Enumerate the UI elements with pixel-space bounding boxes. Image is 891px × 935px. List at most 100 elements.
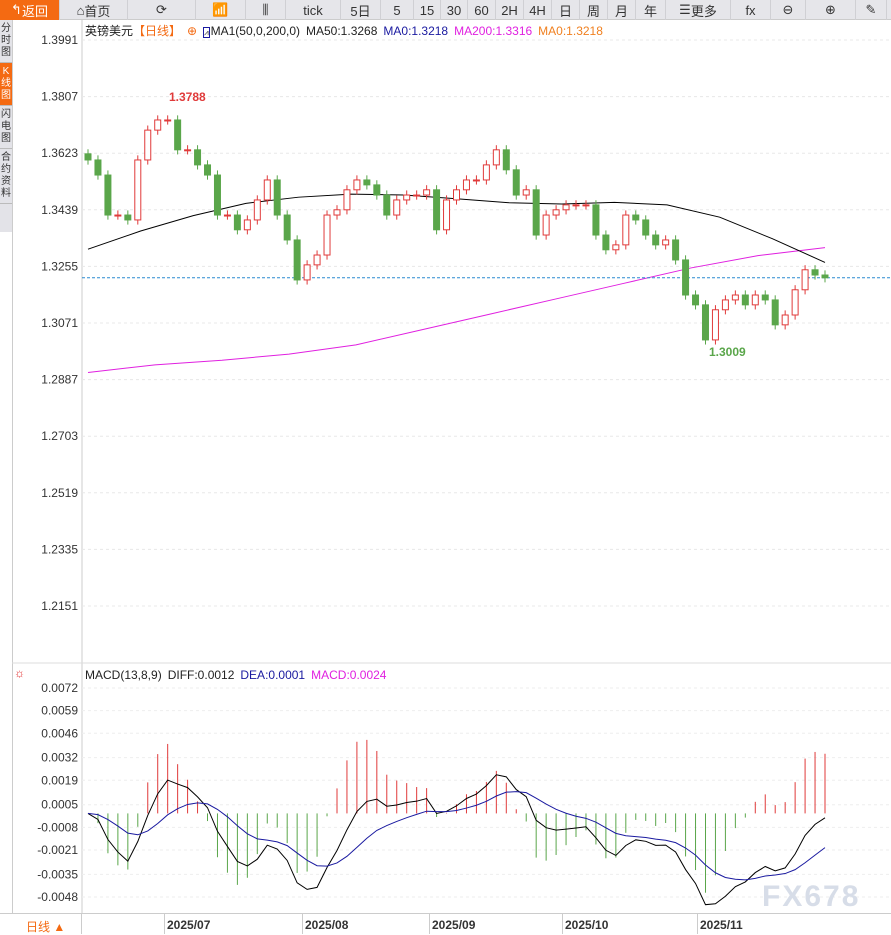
diff-value: DIFF:0.0012: [167, 668, 235, 682]
home-button[interactable]: ⌂ 首页: [60, 0, 128, 20]
price-tick: 1.3623: [41, 146, 78, 160]
ma200-line: [87, 247, 826, 374]
macd-value: MACD:0.0024: [311, 668, 387, 682]
candle: [751, 294, 759, 306]
tick-button[interactable]: tick: [286, 0, 341, 20]
candle: [453, 189, 460, 201]
month-label: 2025/07: [164, 914, 210, 934]
candle: [273, 179, 281, 216]
macd-tick: 0.0046: [41, 726, 78, 740]
macd-tick: -0.0021: [37, 843, 78, 857]
candle: [652, 234, 660, 246]
candle: [114, 214, 122, 217]
candle: [213, 174, 221, 216]
candle: [711, 309, 719, 341]
back-icon: ↰: [11, 2, 22, 17]
draw-button[interactable]: ✎: [856, 0, 887, 20]
candle: [343, 189, 351, 211]
candle: [592, 204, 600, 236]
candle: [781, 314, 789, 326]
period-selector[interactable]: 日线 ▲: [12, 914, 82, 934]
candle: [801, 269, 809, 291]
price-tick: 1.2887: [41, 373, 78, 387]
toolbar-label: 周: [586, 3, 600, 19]
divider: [12, 20, 13, 934]
candle: [612, 244, 620, 251]
candle: [283, 214, 291, 241]
macd-name: MACD(13,8,9): [85, 668, 162, 682]
ma50-line: [87, 193, 826, 263]
candle: [413, 194, 421, 197]
5min-button[interactable]: 5: [381, 0, 414, 20]
2h-button[interactable]: 2H: [496, 0, 524, 20]
candle: [403, 194, 411, 201]
price-tick: 1.3439: [41, 203, 78, 217]
candle: [144, 129, 152, 161]
5day-button[interactable]: 5日: [341, 0, 381, 20]
toolbar-label: 5日: [350, 3, 371, 19]
30min-button[interactable]: 30: [441, 0, 468, 20]
candle: [333, 209, 341, 216]
zoom-in-button[interactable]: ⊕: [806, 0, 856, 20]
price-tick: 1.3071: [41, 316, 78, 330]
candle: [303, 264, 311, 281]
ma-icon[interactable]: ⩘: [203, 27, 210, 38]
candle: [84, 153, 92, 161]
refresh-icon: ⟳: [156, 2, 167, 17]
more-button[interactable]: ☰ 更多: [666, 0, 731, 20]
60min-button[interactable]: 60: [468, 0, 496, 20]
left-tab-1[interactable]: K线图: [0, 63, 12, 106]
chart-type-button[interactable]: 📶: [196, 0, 246, 20]
candle: [701, 304, 709, 341]
zoom-out-button[interactable]: ⊖: [771, 0, 806, 20]
high-label: 1.3788: [169, 90, 206, 104]
month-button[interactable]: 月: [608, 0, 636, 20]
4h-button[interactable]: 4H: [524, 0, 552, 20]
candle: [293, 239, 301, 281]
candle: [353, 179, 361, 191]
left-tab-0[interactable]: 分时图: [0, 20, 12, 63]
diff-line: [87, 774, 826, 906]
zoom-out-icon: ⊖: [782, 2, 794, 17]
back-button[interactable]: ↰ 返回: [0, 0, 60, 20]
candle: [502, 149, 510, 171]
candle-button[interactable]: ⫼: [246, 0, 286, 20]
candle: [174, 119, 182, 151]
day-button[interactable]: 日: [552, 0, 580, 20]
candle: [263, 179, 271, 201]
month-label: 2025/11: [697, 914, 743, 934]
time-axis-bar: 日线 ▲ 2025/07 2025/08 2025/09 2025/10 2025/11: [0, 913, 891, 934]
zoom-in-icon: ⊕: [825, 2, 836, 17]
macd-tick: 0.0019: [41, 773, 78, 787]
toolbar-label: 年: [643, 3, 657, 19]
candle: [562, 204, 570, 211]
symbol-label: 英镑美元: [85, 24, 134, 38]
toolbar-label: 返回: [21, 3, 48, 19]
main-legend: 英镑美元【日线】 ⊕ ⩘ MA1(50,0,200,0) MA50:1.3268 MA0:…: [85, 22, 609, 39]
left-tab-2[interactable]: 闪电图: [0, 106, 12, 149]
candle: [672, 239, 680, 261]
ma50-value: MA50:1.3268: [306, 24, 378, 38]
macd-tick: -0.0008: [37, 820, 78, 834]
week-button[interactable]: 周: [580, 0, 608, 20]
candle: [622, 214, 630, 246]
macd-tick: 0.0059: [41, 704, 78, 718]
candle: [154, 119, 162, 131]
left-tab-3[interactable]: 合约资料: [0, 149, 12, 204]
candle: [692, 294, 700, 306]
15min-button[interactable]: 15: [414, 0, 441, 20]
ma-name: MA1(50,0,200,0): [210, 24, 300, 38]
home-icon: ⌂: [76, 2, 85, 18]
toolbar-label: 4H: [529, 2, 546, 18]
settings-icon[interactable]: ⊕: [187, 24, 198, 38]
refresh-button[interactable]: ⟳: [128, 0, 196, 20]
formula-button[interactable]: fx: [731, 0, 771, 20]
more-icon: ☰: [679, 2, 691, 17]
ma200-value: MA200:1.3316: [454, 24, 533, 38]
candle: [124, 214, 132, 221]
indicator-icon[interactable]: ☼: [14, 666, 25, 680]
toolbar-label: 首页: [84, 3, 111, 19]
month-label: 2025/10: [562, 914, 608, 934]
year-button[interactable]: 年: [636, 0, 666, 20]
